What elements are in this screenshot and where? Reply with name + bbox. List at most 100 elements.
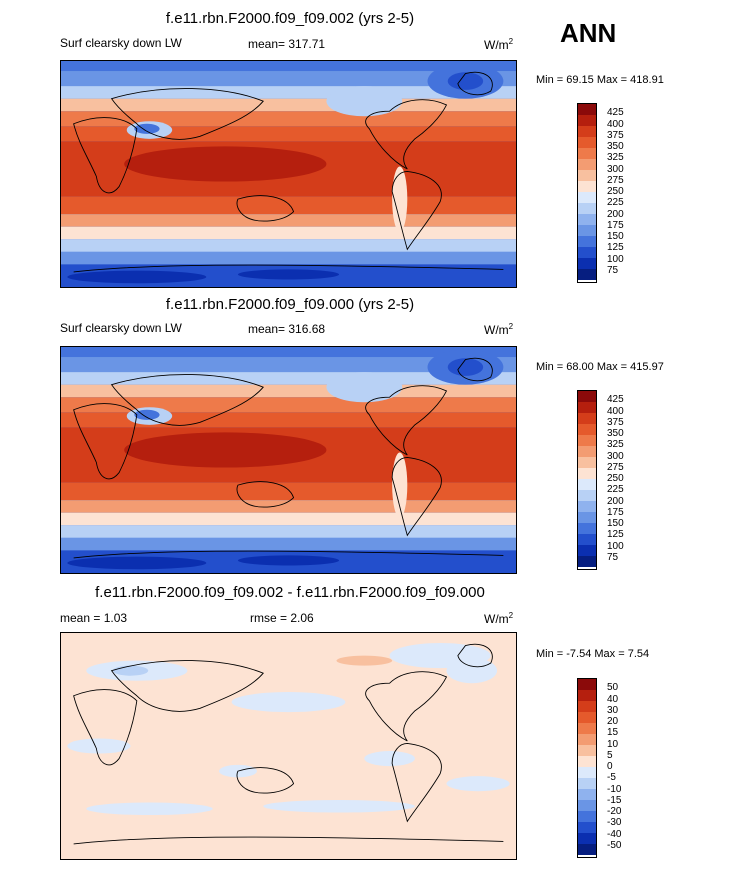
colorbar-swatch (578, 391, 596, 402)
panel-2-minmax: Min = 68.00 Max = 415.97 (536, 361, 664, 373)
colorbar-tick-label: 150 (607, 518, 624, 529)
colorbar-swatch (578, 712, 596, 723)
panel-3-title: f.e11.rbn.F2000.f09_f09.002 - f.e11.rbn.… (95, 584, 485, 601)
panel-1-minmax: Min = 69.15 Max = 418.91 (536, 74, 664, 86)
colorbar-tick-label: 425 (607, 394, 624, 406)
colorbar-swatch (578, 811, 596, 822)
colorbar-swatch (578, 104, 596, 115)
panel-1-field (61, 61, 516, 287)
colorbar-tick-label: 200 (607, 208, 624, 220)
panel-2-title: f.e11.rbn.F2000.f09_f09.000 (yrs 2-5) (165, 296, 415, 313)
colorbar-swatch (578, 556, 596, 567)
colorbar-swatch (578, 501, 596, 512)
panel-3-mean-label: mean = 1.03 (60, 611, 128, 625)
colorbar-swatch (578, 269, 596, 280)
colorbar-swatch (578, 137, 596, 148)
colorbar-tick-label: 50 (607, 682, 619, 694)
colorbar-swatch (578, 756, 596, 767)
colorbar-tick-label: 5 (607, 749, 613, 761)
panel-2-map (60, 346, 517, 574)
panel-2-variable-label: Surf clearsky down LW (60, 321, 182, 335)
colorbar-swatch (578, 723, 596, 734)
colorbar-tick-label: 175 (607, 219, 624, 231)
panel-1-map (60, 60, 517, 288)
colorbar-tick-label: -15 (607, 794, 622, 806)
colorbar-swatch (578, 690, 596, 701)
colorbar-swatch (578, 545, 596, 556)
colorbar-tick-label: -50 (607, 839, 622, 851)
colorbar-tick-label: 20 (607, 716, 619, 727)
panel-3-rmse-label: rmse = 2.06 (250, 611, 314, 625)
colorbar-swatch (578, 446, 596, 457)
panel-3-units: W/m2 (484, 611, 514, 626)
panel-3-colorbar-swatches (578, 679, 596, 855)
colorbar-swatch (578, 192, 596, 203)
panel-1-units: W/m2 (484, 37, 514, 52)
panel-1-colorbar (577, 103, 597, 283)
colorbar-swatch (578, 778, 596, 789)
colorbar-tick-label: 325 (607, 152, 624, 164)
panel-2-mean-label: mean= 316.68 (248, 322, 326, 336)
colorbar-tick-label: 300 (607, 450, 624, 462)
panel-3-colorbar (577, 678, 597, 858)
colorbar-tick-label: 0 (607, 761, 613, 772)
colorbar-tick-label: 30 (607, 704, 619, 716)
colorbar-tick-label: 125 (607, 529, 624, 541)
colorbar-tick-label: 100 (607, 253, 624, 265)
colorbar-tick-label: 250 (607, 186, 624, 197)
colorbar-tick-label: 75 (607, 551, 619, 563)
panel-1-colorbar-swatches (578, 104, 596, 280)
colorbar-tick-label: 350 (607, 428, 624, 439)
colorbar-swatch (578, 214, 596, 225)
colorbar-swatch (578, 424, 596, 435)
colorbar-tick-label: 75 (607, 264, 619, 276)
colorbar-swatch (578, 413, 596, 424)
colorbar-tick-label: 275 (607, 461, 624, 473)
colorbar-tick-label: 400 (607, 405, 624, 417)
colorbar-swatch (578, 457, 596, 468)
colorbar-tick-label: 15 (607, 727, 619, 739)
colorbar-swatch (578, 789, 596, 800)
colorbar-tick-label: 425 (607, 107, 624, 119)
colorbar-swatch (578, 115, 596, 126)
colorbar-tick-label: 100 (607, 540, 624, 552)
panel-3-minmax: Min = -7.54 Max = 7.54 (536, 648, 650, 660)
colorbar-tick-label: 350 (607, 141, 624, 152)
panel-2-field (61, 347, 516, 573)
panel-2-colorbar (577, 390, 597, 570)
colorbar-tick-label: 325 (607, 439, 624, 451)
colorbar-swatch (578, 258, 596, 269)
colorbar-tick-label: 125 (607, 242, 624, 254)
colorbar-tick-label: 40 (607, 693, 619, 705)
colorbar-swatch (578, 236, 596, 247)
colorbar-swatch (578, 767, 596, 778)
colorbar-tick-label: 225 (607, 197, 624, 209)
colorbar-tick-label: 10 (607, 738, 619, 750)
panel-3-map (60, 632, 517, 860)
panel-2-colorbar-swatches (578, 391, 596, 567)
panel-1-variable-label: Surf clearsky down LW (60, 36, 182, 50)
colorbar-swatch (578, 181, 596, 192)
colorbar-swatch (578, 833, 596, 844)
colorbar-tick-label: 375 (607, 129, 624, 141)
colorbar-swatch (578, 402, 596, 413)
panel-1-title: f.e11.rbn.F2000.f09_f09.002 (yrs 2-5) (165, 10, 415, 27)
colorbar-swatch (578, 822, 596, 833)
colorbar-swatch (578, 734, 596, 745)
colorbar-tick-label: 300 (607, 163, 624, 175)
colorbar-swatch (578, 701, 596, 712)
colorbar-tick-label: 150 (607, 231, 624, 242)
colorbar-swatch (578, 844, 596, 855)
colorbar-swatch (578, 203, 596, 214)
colorbar-swatch (578, 170, 596, 181)
colorbar-swatch (578, 148, 596, 159)
colorbar-tick-label: -30 (607, 817, 622, 829)
colorbar-swatch (578, 225, 596, 236)
colorbar-swatch (578, 534, 596, 545)
colorbar-tick-label: 375 (607, 416, 624, 428)
colorbar-tick-label: -10 (607, 783, 622, 795)
colorbar-swatch (578, 512, 596, 523)
colorbar-tick-label: 400 (607, 118, 624, 130)
colorbar-swatch (578, 479, 596, 490)
colorbar-tick-label: 225 (607, 484, 624, 496)
